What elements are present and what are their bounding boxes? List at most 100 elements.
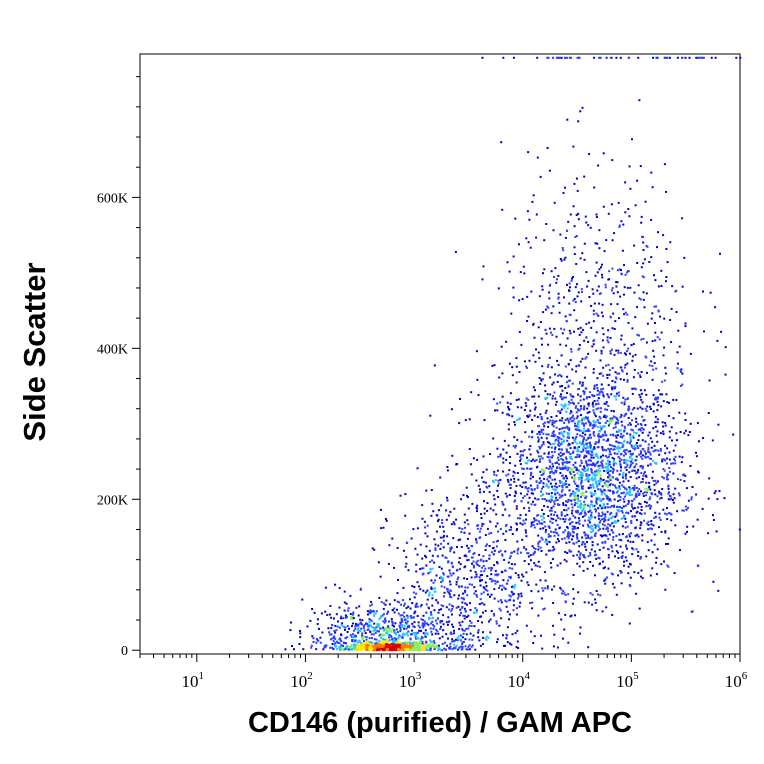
event-dot (576, 283, 578, 286)
event-dot (597, 512, 600, 515)
event-dot (316, 623, 319, 625)
event-dot (595, 502, 598, 505)
event-dot (643, 519, 646, 522)
event-dot (460, 611, 462, 614)
event-dot (446, 535, 449, 538)
event-dot (639, 527, 642, 530)
event-dot (498, 587, 500, 589)
event-dot (643, 491, 646, 494)
event-dot (352, 638, 355, 641)
event-dot (611, 388, 614, 391)
event-dot (689, 352, 692, 355)
event-dot (473, 586, 476, 589)
event-dot (555, 519, 558, 522)
event-dot (513, 585, 516, 588)
event-dot (387, 633, 390, 636)
event-dot (560, 618, 563, 621)
event-dot (563, 439, 565, 442)
event-dot (611, 348, 613, 351)
event-dot (548, 509, 551, 512)
event-dot (399, 626, 402, 629)
event-dot (554, 492, 557, 495)
event-dot (501, 372, 504, 375)
event-dot (660, 493, 663, 496)
event-dot (550, 509, 553, 512)
event-dot (526, 210, 529, 213)
event-dot (661, 458, 664, 461)
event-dot (396, 600, 399, 603)
event-dot (493, 470, 496, 473)
event-dot (627, 405, 630, 408)
event-dot (656, 430, 659, 433)
event-dot (572, 574, 575, 576)
event-dot (599, 410, 602, 413)
event-dot (563, 520, 566, 523)
event-dot (565, 456, 568, 459)
event-dot (526, 487, 529, 490)
event-dot (576, 447, 579, 450)
event-dot (497, 287, 500, 290)
event-dot (573, 446, 576, 449)
event-dot (449, 595, 452, 598)
event-dot (354, 627, 357, 630)
event-dot (616, 491, 619, 494)
event-dot (433, 644, 436, 647)
event-dot (592, 419, 595, 422)
event-dot (602, 438, 605, 441)
event-dot (514, 217, 517, 220)
event-dot (499, 478, 502, 481)
event-dot (551, 432, 554, 435)
event-dot (562, 396, 565, 399)
event-dot (458, 585, 461, 588)
event-dot (570, 538, 573, 541)
event-dot (584, 366, 587, 369)
event-dot (600, 383, 603, 386)
event-dot (567, 432, 570, 435)
event-dot (642, 291, 645, 294)
event-dot (614, 395, 617, 398)
event-dot (457, 597, 460, 600)
event-dot (440, 585, 443, 588)
event-dot (576, 472, 579, 475)
event-dot (536, 484, 539, 487)
event-dot (618, 268, 621, 271)
event-dot (602, 393, 605, 396)
event-dot (421, 517, 424, 520)
event-dot (543, 452, 546, 455)
event-dot (549, 393, 552, 396)
event-dot (418, 642, 420, 645)
event-dot (653, 516, 656, 519)
event-dot (459, 398, 461, 400)
event-dot (302, 648, 305, 651)
event-dot (361, 623, 363, 626)
event-dot (363, 629, 366, 632)
event-dot (638, 393, 641, 396)
event-dot (633, 489, 636, 492)
event-dot (402, 632, 405, 635)
event-dot (583, 258, 586, 261)
event-dot (596, 386, 599, 389)
event-dot (607, 396, 610, 399)
event-dot (581, 432, 584, 434)
event-dot (514, 464, 517, 467)
event-dot (618, 225, 621, 228)
event-dot (540, 378, 543, 381)
event-dot (343, 590, 346, 593)
event-dot (428, 549, 431, 552)
event-dot (597, 515, 600, 517)
event-dot (553, 420, 556, 423)
event-dot (639, 512, 642, 515)
event-dot (655, 434, 658, 437)
event-dot (366, 648, 369, 651)
event-dot (464, 602, 467, 605)
event-dot (612, 531, 615, 534)
event-dot (625, 473, 628, 476)
event-dot (596, 389, 599, 392)
event-dot (538, 295, 541, 298)
event-dot (488, 557, 491, 560)
event-dot (572, 514, 575, 517)
event-dot (455, 644, 458, 647)
event-dot (385, 629, 388, 632)
event-dot (559, 455, 562, 458)
